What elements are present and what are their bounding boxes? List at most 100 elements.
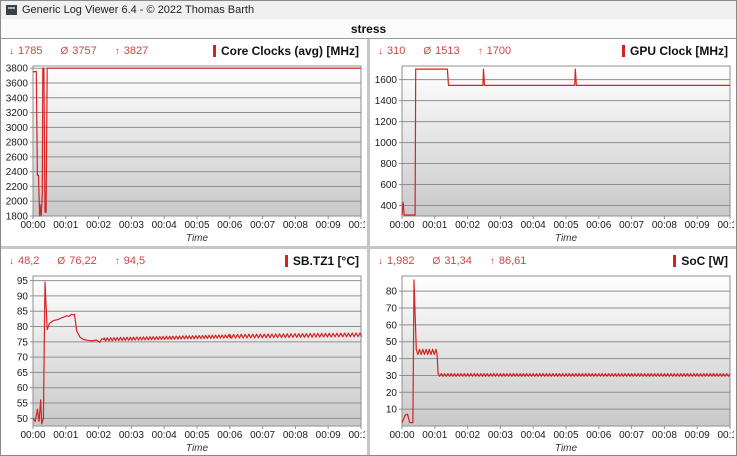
svg-text:800: 800 bbox=[380, 159, 397, 170]
gpu-clock-chart[interactable]: 400 600 800 1000 1200 1400 1600 00:00 00:01 00:02… bbox=[372, 60, 734, 246]
max-arrow-icon: ↑ bbox=[114, 45, 120, 57]
min-arrow-icon: ↓ bbox=[9, 255, 14, 267]
chart-grid: ↓ 1785 Ø 3757 ↑ 3827 Core Clocks (avg) [MHz… bbox=[1, 39, 736, 456]
svg-text:00:03: 00:03 bbox=[488, 220, 513, 231]
svg-text:00:08: 00:08 bbox=[652, 220, 677, 231]
svg-text:00:00: 00:00 bbox=[20, 220, 45, 231]
svg-text:00:08: 00:08 bbox=[283, 220, 308, 231]
soc-chart[interactable]: 10 20 30 40 50 60 70 80 00:00 00:01 00:02 00:03 00:0… bbox=[372, 270, 734, 456]
title-bar[interactable]: Generic Log Viewer 6.4 - © 2022 Thomas B… bbox=[1, 1, 736, 19]
svg-text:Time: Time bbox=[555, 443, 578, 454]
svg-text:00:09: 00:09 bbox=[685, 430, 710, 441]
legend-marker-icon bbox=[284, 255, 288, 267]
svg-text:95: 95 bbox=[17, 276, 29, 287]
stats-core-clocks: ↓ 1785 Ø 3757 ↑ 3827 bbox=[9, 45, 148, 57]
svg-text:00:06: 00:06 bbox=[217, 220, 242, 231]
svg-text:20: 20 bbox=[386, 388, 398, 399]
chart-title-gpu-clock: GPU Clock [MHz] bbox=[621, 44, 728, 58]
min-arrow-icon: ↓ bbox=[378, 255, 383, 267]
svg-text:60: 60 bbox=[386, 320, 398, 331]
window-title: Generic Log Viewer 6.4 - © 2022 Thomas B… bbox=[22, 4, 255, 16]
svg-text:90: 90 bbox=[17, 291, 29, 302]
svg-text:600: 600 bbox=[380, 180, 397, 191]
svg-text:1200: 1200 bbox=[375, 117, 398, 128]
svg-text:Time: Time bbox=[186, 443, 209, 454]
svg-text:00:02: 00:02 bbox=[86, 430, 111, 441]
stat-avg: Ø 3757 bbox=[60, 45, 97, 57]
svg-text:3600: 3600 bbox=[6, 78, 29, 89]
svg-text:60: 60 bbox=[17, 383, 29, 394]
svg-text:65: 65 bbox=[17, 368, 29, 379]
stats-gpu-clock: ↓ 310 Ø 1513 ↑ 1700 bbox=[378, 45, 511, 57]
svg-text:3000: 3000 bbox=[6, 123, 29, 134]
core-clocks-chart[interactable]: 1800 2000 2200 2400 2600 2800 3000 3200 3400 3600… bbox=[3, 60, 365, 246]
quadrant-sbtz1: ↓ 48,2 Ø 76,22 ↑ 94,5 SB.TZ1 [°C] 50 55 60 65 7… bbox=[1, 249, 367, 456]
max-arrow-icon: ↑ bbox=[489, 255, 495, 267]
svg-text:00:10: 00:10 bbox=[348, 430, 365, 441]
svg-text:00:07: 00:07 bbox=[619, 220, 644, 231]
svg-text:00:04: 00:04 bbox=[521, 220, 546, 231]
chart-title-soc: SoC [W] bbox=[673, 254, 728, 268]
svg-text:00:04: 00:04 bbox=[152, 430, 177, 441]
stats-sbtz1: ↓ 48,2 Ø 76,22 ↑ 94,5 bbox=[9, 255, 145, 267]
avg-icon: Ø bbox=[432, 255, 441, 267]
svg-text:00:10: 00:10 bbox=[717, 430, 734, 441]
svg-text:00:03: 00:03 bbox=[488, 430, 513, 441]
svg-text:2400: 2400 bbox=[6, 167, 29, 178]
svg-text:75: 75 bbox=[17, 337, 29, 348]
svg-text:1400: 1400 bbox=[375, 96, 398, 107]
stats-row: ↓ 1,982 Ø 31,34 ↑ 86,61 SoC [W] bbox=[372, 252, 734, 270]
svg-text:00:10: 00:10 bbox=[717, 220, 734, 231]
svg-text:00:08: 00:08 bbox=[652, 430, 677, 441]
svg-text:70: 70 bbox=[386, 304, 398, 315]
svg-text:1600: 1600 bbox=[375, 75, 398, 86]
avg-icon: Ø bbox=[57, 255, 66, 267]
stat-min: ↓ 1,982 bbox=[378, 255, 415, 267]
svg-text:00:08: 00:08 bbox=[283, 430, 308, 441]
log-name: stress bbox=[350, 21, 387, 36]
svg-text:00:06: 00:06 bbox=[586, 430, 611, 441]
svg-text:85: 85 bbox=[17, 307, 29, 318]
svg-text:00:04: 00:04 bbox=[521, 430, 546, 441]
avg-icon: Ø bbox=[60, 45, 69, 57]
svg-text:1800: 1800 bbox=[6, 212, 29, 223]
svg-text:00:09: 00:09 bbox=[685, 220, 710, 231]
stats-row: ↓ 48,2 Ø 76,22 ↑ 94,5 SB.TZ1 [°C] bbox=[3, 252, 365, 270]
svg-text:Time: Time bbox=[186, 233, 209, 244]
stat-max: ↑ 94,5 bbox=[114, 255, 146, 267]
svg-text:00:00: 00:00 bbox=[389, 430, 414, 441]
chart-title-sbtz1: SB.TZ1 [°C] bbox=[284, 254, 359, 268]
stat-max: ↑ 86,61 bbox=[489, 255, 527, 267]
svg-text:00:03: 00:03 bbox=[119, 220, 144, 231]
svg-text:00:04: 00:04 bbox=[152, 220, 177, 231]
max-arrow-icon: ↑ bbox=[114, 255, 120, 267]
svg-text:2600: 2600 bbox=[6, 152, 29, 163]
svg-text:00:05: 00:05 bbox=[553, 430, 578, 441]
svg-text:3200: 3200 bbox=[6, 108, 29, 119]
svg-text:00:06: 00:06 bbox=[217, 430, 242, 441]
svg-text:2800: 2800 bbox=[6, 138, 29, 149]
max-arrow-icon: ↑ bbox=[477, 45, 483, 57]
sbtz1-chart[interactable]: 50 55 60 65 70 75 80 85 90 95 00:00 00:01 00:02 00:03… bbox=[3, 270, 365, 456]
svg-text:00:07: 00:07 bbox=[619, 430, 644, 441]
stats-soc: ↓ 1,982 Ø 31,34 ↑ 86,61 bbox=[378, 255, 526, 267]
stat-min: ↓ 48,2 bbox=[9, 255, 40, 267]
quadrant-soc: ↓ 1,982 Ø 31,34 ↑ 86,61 SoC [W] 10 20 30 40 50 6… bbox=[370, 249, 736, 456]
stats-row: ↓ 310 Ø 1513 ↑ 1700 GPU Clock [MHz] bbox=[372, 42, 734, 60]
svg-text:00:01: 00:01 bbox=[422, 430, 447, 441]
svg-text:10: 10 bbox=[386, 405, 398, 416]
svg-text:00:05: 00:05 bbox=[184, 430, 209, 441]
stat-min: ↓ 1785 bbox=[9, 45, 43, 57]
svg-text:00:02: 00:02 bbox=[86, 220, 111, 231]
svg-text:00:07: 00:07 bbox=[250, 220, 275, 231]
quadrant-core-clocks: ↓ 1785 Ø 3757 ↑ 3827 Core Clocks (avg) [MHz… bbox=[1, 39, 367, 246]
svg-text:00:02: 00:02 bbox=[455, 430, 480, 441]
svg-text:2200: 2200 bbox=[6, 182, 29, 193]
svg-text:50: 50 bbox=[386, 337, 398, 348]
stats-row: ↓ 1785 Ø 3757 ↑ 3827 Core Clocks (avg) [MHz… bbox=[3, 42, 365, 60]
svg-text:80: 80 bbox=[386, 287, 398, 298]
svg-text:00:09: 00:09 bbox=[316, 220, 341, 231]
svg-text:00:09: 00:09 bbox=[316, 430, 341, 441]
stat-avg: Ø 76,22 bbox=[57, 255, 97, 267]
